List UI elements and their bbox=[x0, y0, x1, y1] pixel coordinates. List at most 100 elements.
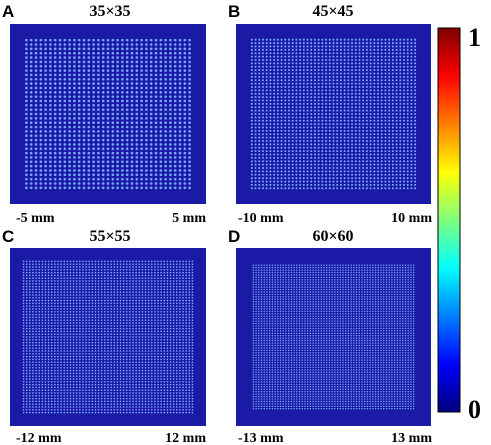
array-element-dot bbox=[188, 117, 191, 120]
array-element-dot bbox=[50, 369, 53, 372]
array-element-dot bbox=[73, 60, 76, 64]
array-element-dot bbox=[384, 38, 387, 41]
array-element-dot bbox=[110, 310, 112, 313]
array-element-dot bbox=[164, 56, 167, 59]
array-element-dot bbox=[365, 72, 368, 75]
array-element-dot bbox=[328, 106, 331, 109]
array-element-dot bbox=[339, 170, 342, 173]
array-element-dot bbox=[85, 358, 87, 361]
array-element-dot bbox=[395, 126, 398, 129]
array-element-dot bbox=[159, 73, 163, 77]
array-element-dot bbox=[73, 99, 76, 103]
array-element-dot bbox=[77, 186, 81, 190]
array-element-dot bbox=[302, 177, 305, 180]
array-element-dot bbox=[69, 282, 72, 285]
array-element-dot bbox=[77, 47, 81, 51]
array-element-dot bbox=[60, 285, 62, 288]
array-element-dot bbox=[269, 173, 272, 176]
array-element-dot bbox=[306, 58, 309, 61]
array-element-dot bbox=[358, 55, 361, 58]
array-element-dot bbox=[63, 411, 66, 414]
array-element-dot bbox=[35, 316, 37, 319]
array-element-dot bbox=[178, 99, 182, 103]
array-element-dot bbox=[373, 150, 376, 153]
array-element-dot bbox=[82, 69, 86, 72]
array-element-dot bbox=[28, 266, 31, 268]
array-element-dot bbox=[302, 69, 305, 72]
array-element-dot bbox=[362, 146, 365, 149]
array-element-dot bbox=[265, 146, 268, 149]
array-element-dot bbox=[94, 288, 97, 291]
array-element-dot bbox=[317, 92, 320, 95]
array-element-dot bbox=[188, 60, 191, 64]
array-element-dot bbox=[183, 73, 187, 77]
array-element-dot bbox=[91, 355, 94, 358]
array-element-dot bbox=[410, 109, 413, 112]
array-element-dot bbox=[145, 138, 148, 142]
array-element-dot bbox=[380, 72, 383, 75]
array-element-dot bbox=[130, 134, 134, 138]
array-element-dot bbox=[332, 180, 335, 183]
array-element-dot bbox=[145, 160, 148, 164]
array-element-dot bbox=[25, 330, 28, 333]
array-element-dot bbox=[72, 397, 75, 400]
array-element-dot bbox=[321, 92, 324, 95]
array-element-dot bbox=[107, 266, 109, 268]
array-element-dot bbox=[317, 116, 320, 119]
array-element-dot bbox=[306, 160, 309, 163]
array-element-dot bbox=[395, 106, 398, 109]
array-element-dot bbox=[362, 42, 365, 45]
array-element-dot bbox=[149, 95, 153, 98]
array-element-dot bbox=[250, 156, 253, 159]
array-element-dot bbox=[87, 156, 91, 159]
array-element-dot bbox=[287, 160, 290, 163]
array-element-dot bbox=[35, 406, 37, 408]
array-element-dot bbox=[28, 350, 31, 352]
array-element-dot bbox=[351, 106, 354, 109]
array-element-dot bbox=[35, 313, 37, 316]
array-element-dot bbox=[111, 56, 115, 59]
array-element-dot bbox=[410, 75, 413, 78]
array-element-dot bbox=[159, 164, 163, 168]
array-element-dot bbox=[47, 327, 50, 330]
array-element-dot bbox=[35, 268, 37, 271]
array-element-dot bbox=[306, 143, 309, 146]
array-element-dot bbox=[69, 310, 72, 313]
array-element-dot bbox=[107, 369, 109, 372]
array-element-dot bbox=[82, 344, 84, 347]
array-element-dot bbox=[91, 280, 94, 282]
array-element-dot bbox=[97, 386, 100, 389]
array-element-dot bbox=[369, 177, 372, 180]
array-element-dot bbox=[380, 153, 383, 156]
array-element-dot bbox=[362, 150, 365, 153]
array-element-dot bbox=[295, 82, 298, 85]
array-element-dot bbox=[116, 82, 119, 85]
array-element-dot bbox=[75, 364, 78, 366]
array-element-dot bbox=[116, 380, 119, 383]
array-element-dot bbox=[280, 96, 283, 99]
array-element-dot bbox=[410, 177, 413, 180]
array-element-dot bbox=[54, 347, 56, 350]
array-element-dot bbox=[34, 173, 38, 177]
array-element-dot bbox=[332, 72, 335, 75]
array-element-dot bbox=[82, 95, 86, 98]
array-element-dot bbox=[94, 389, 97, 392]
array-element-dot bbox=[25, 336, 28, 338]
array-element-dot bbox=[50, 403, 53, 406]
array-element-dot bbox=[49, 60, 52, 64]
array-element-dot bbox=[25, 268, 28, 271]
array-element-dot bbox=[41, 394, 44, 397]
array-element-dot bbox=[66, 366, 69, 369]
array-element-dot bbox=[399, 96, 402, 99]
array-element-dot bbox=[110, 352, 112, 355]
array-element-dot bbox=[332, 150, 335, 153]
array-element-dot bbox=[41, 285, 44, 288]
array-element-dot bbox=[358, 45, 361, 48]
array-element-dot bbox=[87, 169, 91, 172]
array-element-dot bbox=[328, 167, 331, 170]
array-element-dot bbox=[29, 182, 33, 185]
array-element-dot bbox=[104, 389, 106, 392]
array-element-dot bbox=[82, 64, 86, 68]
array-element-dot bbox=[254, 55, 257, 58]
array-element-dot bbox=[351, 177, 354, 180]
